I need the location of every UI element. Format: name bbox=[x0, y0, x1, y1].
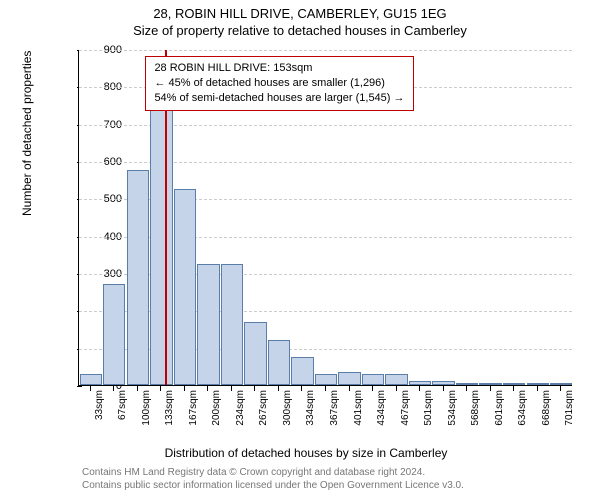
histogram-bar bbox=[315, 374, 337, 385]
x-tick-label: 33sqm bbox=[94, 390, 105, 420]
x-tick-label: 167sqm bbox=[188, 390, 199, 426]
x-tick-label: 568sqm bbox=[470, 390, 481, 426]
histogram-bar bbox=[432, 381, 454, 385]
x-tick-label: 701sqm bbox=[564, 390, 575, 426]
footer-line-2: Contains public sector information licen… bbox=[82, 479, 464, 492]
subtitle: Size of property relative to detached ho… bbox=[0, 23, 600, 38]
x-tick-label: 467sqm bbox=[400, 390, 411, 426]
histogram-bar bbox=[479, 383, 501, 385]
x-tick-label: 100sqm bbox=[141, 390, 152, 426]
histogram-bar bbox=[527, 383, 549, 385]
x-tick-label: 234sqm bbox=[235, 390, 246, 426]
histogram-bar bbox=[221, 264, 243, 385]
histogram-bar bbox=[150, 109, 172, 385]
histogram-bar bbox=[385, 374, 407, 385]
histogram-bar bbox=[409, 381, 431, 385]
histogram-bar bbox=[127, 170, 149, 385]
histogram-bar bbox=[244, 322, 266, 385]
x-tick-label: 401sqm bbox=[353, 390, 364, 426]
info-box: 28 ROBIN HILL DRIVE: 153sqm ← 45% of det… bbox=[145, 56, 413, 111]
info-line-2: ← 45% of detached houses are smaller (1,… bbox=[154, 76, 404, 91]
histogram-bar bbox=[174, 189, 196, 385]
x-tick-label: 67sqm bbox=[117, 390, 128, 420]
x-tick-label: 534sqm bbox=[447, 390, 458, 426]
footer-line-1: Contains HM Land Registry data © Crown c… bbox=[82, 466, 464, 479]
histogram-bar bbox=[456, 383, 478, 385]
x-axis-label: Distribution of detached houses by size … bbox=[36, 446, 576, 460]
info-line-1: 28 ROBIN HILL DRIVE: 153sqm bbox=[154, 61, 404, 76]
x-tick-label: 668sqm bbox=[541, 390, 552, 426]
histogram-bar bbox=[197, 264, 219, 385]
x-tick-label: 367sqm bbox=[329, 390, 340, 426]
x-tick-label: 133sqm bbox=[164, 390, 175, 426]
chart-container: Number of detached properties 0100200300… bbox=[36, 46, 576, 426]
histogram-bar bbox=[503, 383, 525, 385]
footer-attribution: Contains HM Land Registry data © Crown c… bbox=[82, 466, 464, 492]
x-tick-label: 267sqm bbox=[258, 390, 269, 426]
histogram-bar bbox=[291, 357, 313, 385]
x-tick-label: 300sqm bbox=[282, 390, 293, 426]
histogram-bar bbox=[362, 374, 384, 385]
histogram-bar bbox=[80, 374, 102, 385]
address-title: 28, ROBIN HILL DRIVE, CAMBERLEY, GU15 1E… bbox=[0, 6, 600, 21]
x-tick-label: 601sqm bbox=[494, 390, 505, 426]
y-axis-label: Number of detached properties bbox=[20, 51, 34, 216]
x-tick-label: 434sqm bbox=[376, 390, 387, 426]
histogram-bar bbox=[550, 383, 572, 385]
x-tick-label: 200sqm bbox=[211, 390, 222, 426]
histogram-bar bbox=[338, 372, 360, 385]
histogram-bar bbox=[268, 340, 290, 385]
info-line-3: 54% of semi-detached houses are larger (… bbox=[154, 91, 404, 106]
histogram-bar bbox=[103, 284, 125, 385]
x-tick-label: 634sqm bbox=[517, 390, 528, 426]
plot-area: 28 ROBIN HILL DRIVE: 153sqm ← 45% of det… bbox=[78, 50, 572, 386]
chart-header: 28, ROBIN HILL DRIVE, CAMBERLEY, GU15 1E… bbox=[0, 0, 600, 38]
x-tick-label: 501sqm bbox=[423, 390, 434, 426]
x-tick-label: 334sqm bbox=[305, 390, 316, 426]
